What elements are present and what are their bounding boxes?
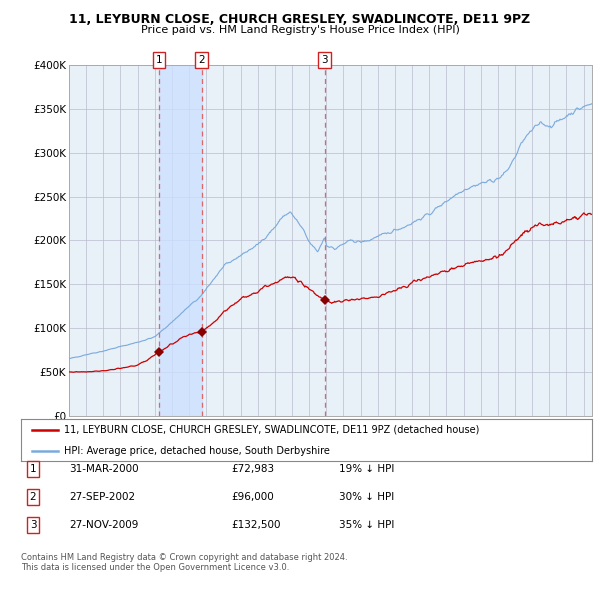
Text: 3: 3 xyxy=(29,520,37,530)
Text: £72,983: £72,983 xyxy=(231,464,274,474)
Text: 11, LEYBURN CLOSE, CHURCH GRESLEY, SWADLINCOTE, DE11 9PZ: 11, LEYBURN CLOSE, CHURCH GRESLEY, SWADL… xyxy=(70,13,530,26)
Text: 27-SEP-2002: 27-SEP-2002 xyxy=(69,492,135,502)
Text: 1: 1 xyxy=(155,55,163,65)
Bar xyxy=(159,65,202,416)
Text: 2: 2 xyxy=(199,55,205,65)
Text: Price paid vs. HM Land Registry's House Price Index (HPI): Price paid vs. HM Land Registry's House … xyxy=(140,25,460,35)
Text: 3: 3 xyxy=(322,55,328,65)
Text: 35% ↓ HPI: 35% ↓ HPI xyxy=(339,520,394,530)
Text: 19% ↓ HPI: 19% ↓ HPI xyxy=(339,464,394,474)
Text: Contains HM Land Registry data © Crown copyright and database right 2024.: Contains HM Land Registry data © Crown c… xyxy=(21,553,347,562)
Text: £132,500: £132,500 xyxy=(231,520,281,530)
Text: HPI: Average price, detached house, South Derbyshire: HPI: Average price, detached house, Sout… xyxy=(64,446,330,455)
Text: This data is licensed under the Open Government Licence v3.0.: This data is licensed under the Open Gov… xyxy=(21,563,289,572)
Text: 31-MAR-2000: 31-MAR-2000 xyxy=(69,464,139,474)
Text: 27-NOV-2009: 27-NOV-2009 xyxy=(69,520,139,530)
Text: 11, LEYBURN CLOSE, CHURCH GRESLEY, SWADLINCOTE, DE11 9PZ (detached house): 11, LEYBURN CLOSE, CHURCH GRESLEY, SWADL… xyxy=(64,425,479,434)
Text: 30% ↓ HPI: 30% ↓ HPI xyxy=(339,492,394,502)
Text: 2: 2 xyxy=(29,492,37,502)
Text: £96,000: £96,000 xyxy=(231,492,274,502)
Text: 1: 1 xyxy=(29,464,37,474)
